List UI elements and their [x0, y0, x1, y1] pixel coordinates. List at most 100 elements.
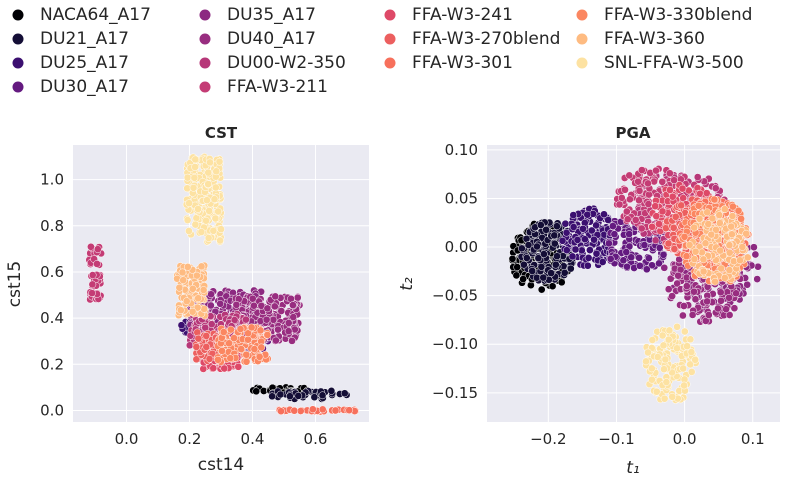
pga-point [701, 239, 710, 248]
pga-point [742, 229, 751, 238]
pga-point [644, 348, 652, 357]
cst-point [192, 355, 201, 364]
pga-point [725, 241, 734, 250]
cst-point [207, 290, 215, 299]
pga-point [522, 254, 531, 262]
x-tick-label: 0.0 [673, 430, 697, 448]
pga-point [660, 263, 669, 272]
cst-point [193, 271, 201, 280]
pga-point [590, 235, 598, 244]
y-tick-label: 0.6 [40, 263, 64, 281]
pga-point [534, 254, 543, 263]
cst-point [207, 301, 215, 310]
pga-point [644, 200, 653, 208]
pga-point [662, 378, 671, 386]
pga-point [648, 375, 656, 384]
pga-point [702, 189, 711, 197]
cst-point [214, 355, 222, 364]
x-tick-label: 0.4 [241, 430, 265, 448]
pga-point [695, 214, 704, 223]
y-tick-label: 0.2 [40, 355, 64, 373]
cst-point [183, 216, 192, 224]
cst-point [87, 242, 95, 251]
pga-point [547, 269, 555, 277]
cst-point [252, 387, 261, 396]
pga-point [652, 212, 661, 221]
pga-point [571, 245, 580, 254]
pga-point [550, 239, 559, 248]
pga-point [753, 275, 762, 283]
pga-point [725, 266, 734, 274]
cst-point [176, 306, 185, 315]
pga-point [648, 336, 657, 344]
pga-point [754, 262, 762, 271]
pga-point [637, 224, 646, 233]
pga-point [668, 292, 676, 300]
pga-point [664, 285, 673, 294]
y-tick-label: −0.05 [432, 287, 478, 305]
cst-point [183, 173, 192, 182]
legend-label: FFA-W3-211 [227, 77, 328, 97]
pga-point [648, 222, 656, 231]
legend-marker [12, 33, 24, 45]
pga-point [615, 200, 624, 209]
cst-point [288, 337, 296, 345]
pga-point [553, 252, 561, 261]
cst-point [256, 326, 265, 335]
pga-point [557, 278, 566, 287]
cst-point [219, 328, 228, 336]
pga-point [673, 322, 681, 331]
legend-label: DU21_A17 [40, 29, 129, 49]
pga-point [623, 215, 632, 224]
cst-point [88, 271, 97, 279]
pga-point [704, 220, 713, 228]
pga-ylabel: t₂ [397, 277, 417, 291]
pga-point [688, 311, 697, 319]
x-tick-label: 0.6 [304, 430, 328, 448]
cst-point [211, 183, 220, 192]
pga-point [738, 243, 747, 251]
pga-point [625, 230, 634, 238]
cst-point [202, 216, 210, 225]
pga-point [699, 255, 708, 264]
pga-point [652, 387, 661, 396]
pga-point [743, 253, 752, 262]
pga-point [635, 253, 643, 262]
pga-point [728, 212, 737, 220]
pga-point [553, 222, 561, 231]
pga-point [658, 331, 667, 340]
cst-point [177, 321, 186, 330]
cst-point [294, 392, 303, 400]
cst-point [212, 167, 221, 176]
cst-point [268, 392, 276, 401]
pga-point [720, 205, 729, 214]
pga-point [716, 288, 725, 297]
cst-point [214, 207, 223, 216]
pga-point [664, 335, 673, 344]
pga-axes: −0.2 −0.1 0.0 0.1 0.10 0.05 0.00 −0.05 −0.10 −0.1… [432, 141, 780, 448]
pga-point [579, 224, 587, 233]
pga-point [577, 246, 586, 255]
cst-point [269, 315, 278, 324]
cst-xlabel: cst14 [198, 455, 245, 475]
cst-point [205, 355, 214, 363]
pga-point [520, 260, 528, 269]
cst-point [237, 345, 246, 353]
legend-marker [12, 9, 24, 21]
cst-point [318, 391, 327, 400]
pga-point [566, 264, 575, 273]
cst-point [191, 163, 199, 171]
cst-point [194, 205, 202, 213]
cst-point [185, 199, 193, 208]
cst-point [255, 352, 264, 361]
pga-point [710, 195, 719, 204]
cst-point [200, 305, 208, 313]
pga-point [665, 169, 674, 178]
cst-point [345, 406, 354, 415]
cst-point [194, 294, 203, 303]
pga-point [619, 256, 628, 265]
pga-point [751, 250, 760, 259]
pga-point [561, 219, 570, 228]
pga-point [680, 381, 688, 390]
